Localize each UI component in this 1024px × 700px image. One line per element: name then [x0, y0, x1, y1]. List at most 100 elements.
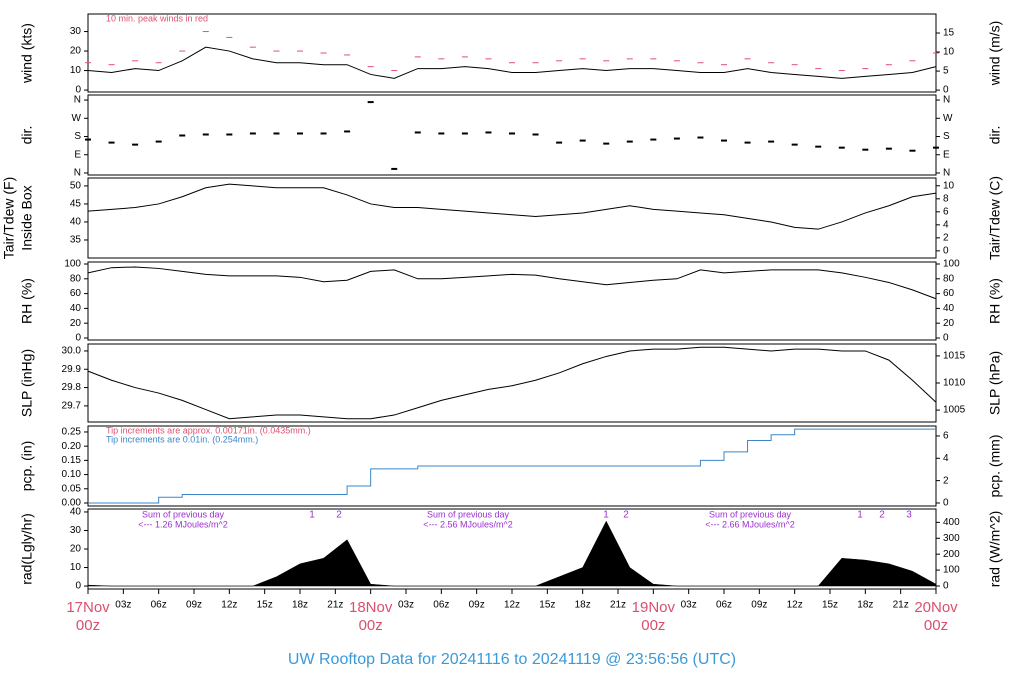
y2-tick-label: 10	[943, 47, 955, 58]
y-axis-label: Inside Box	[19, 185, 35, 250]
step-line	[88, 428, 936, 504]
y2-tick-label: E	[943, 149, 950, 160]
data-line	[87, 266, 937, 300]
panel-frame	[87, 261, 937, 341]
y-tick-label: 60	[70, 288, 82, 299]
y-axis-label: Tair/Tdew (F)	[1, 177, 17, 259]
x-tick-label: 03z	[115, 600, 131, 611]
y2-tick-label: 4	[943, 219, 949, 230]
y2-tick-label: 5	[943, 66, 949, 77]
x-tick-label: 03z	[681, 600, 697, 611]
annotation: Tip increments are 0.01in. (0.254mm.)	[106, 434, 258, 444]
daily-sum-heading: Sum of previous day	[142, 509, 225, 519]
y-tick-label: 40	[70, 507, 82, 518]
x-tick-label: 00z	[359, 617, 383, 634]
y-tick-label: 0.05	[62, 483, 82, 494]
x-tick-date: 17Nov	[66, 599, 110, 616]
marker-label: 2	[879, 510, 885, 521]
x-tick-label: 09z	[751, 600, 767, 611]
y-tick-label: W	[72, 113, 82, 124]
y-tick-label: 0.15	[62, 455, 82, 466]
y2-tick-label: 40	[943, 303, 955, 314]
y2-tick-label: 0	[943, 85, 949, 96]
daily-sum: <--- 2.66 MJoules/m^2	[705, 519, 795, 529]
y-tick-label: 10	[70, 562, 82, 573]
y-tick-label: 40	[70, 303, 82, 314]
marker-label: 1	[857, 510, 863, 521]
y2-tick-label: 8	[943, 193, 949, 204]
y2-tick-label: 2	[943, 232, 949, 243]
y2-tick-label: 1015	[943, 351, 966, 362]
y-tick-label: 100	[64, 259, 81, 270]
marker-label: 2	[336, 510, 342, 521]
x-tick-label: 21z	[893, 600, 909, 611]
y2-tick-label: 100	[943, 565, 960, 576]
y2-tick-label: 1010	[943, 378, 966, 389]
x-tick-label: 00z	[76, 617, 100, 634]
y2-tick-label: 0	[943, 581, 949, 592]
y-tick-label: 40	[70, 217, 82, 228]
panel-frame	[87, 94, 937, 176]
x-tick-date: 19Nov	[632, 599, 676, 616]
x-tick-label: 21z	[327, 600, 343, 611]
y-tick-label: 29.7	[62, 401, 82, 412]
y2-tick-label: 0	[943, 245, 949, 256]
x-tick-label: 12z	[221, 600, 237, 611]
x-tick-label: 15z	[257, 600, 273, 611]
y2-tick-label: 6	[943, 206, 949, 217]
y-tick-label: 0.00	[62, 498, 82, 509]
y-tick-label: 0	[75, 581, 81, 592]
y2-tick-label: 300	[943, 533, 960, 544]
y2-axis-label: Tair/Tdew (C)	[987, 176, 1003, 260]
y-tick-label: 35	[70, 235, 82, 246]
daily-sum: <--- 1.26 MJoules/m^2	[138, 519, 228, 529]
y-tick-label: 20	[70, 318, 82, 329]
y-tick-label: 30	[70, 525, 82, 536]
marker-label: 2	[623, 510, 629, 521]
y2-axis-label: pcp. (mm)	[987, 435, 1003, 498]
x-tick-label: 15z	[822, 600, 838, 611]
y2-tick-label: 20	[943, 318, 955, 329]
y-axis-label: RH (%)	[19, 278, 35, 324]
x-tick-label: 18z	[857, 600, 873, 611]
daily-sum-heading: Sum of previous day	[709, 509, 792, 519]
annotation: Tip increments are approx. 0.00171in. (0…	[106, 425, 311, 435]
x-tick-label: 15z	[539, 600, 555, 611]
y2-tick-label: N	[943, 168, 950, 179]
x-tick-label: 09z	[469, 600, 485, 611]
y2-tick-label: W	[943, 113, 953, 124]
y2-tick-label: 1005	[943, 405, 966, 416]
y-tick-label: 29.9	[62, 364, 82, 375]
x-tick-label: 06z	[151, 600, 167, 611]
y-tick-label: 0.20	[62, 441, 82, 452]
y2-tick-label: 60	[943, 288, 955, 299]
panel-frame	[87, 425, 937, 507]
y-axis-label: pcp. (in)	[19, 441, 35, 492]
y-tick-label: 0.25	[62, 427, 82, 438]
x-tick-label: 00z	[641, 617, 665, 634]
y2-tick-label: 200	[943, 549, 960, 560]
y-tick-label: 80	[70, 273, 82, 284]
y-tick-label: 29.8	[62, 382, 82, 393]
x-tick-label: 06z	[716, 600, 732, 611]
y-axis-label: dir.	[19, 126, 35, 145]
panel-frame	[87, 177, 937, 259]
y-tick-label: 20	[70, 46, 82, 57]
y2-axis-label: SLP (hPa)	[987, 351, 1003, 415]
y-axis-label: SLP (inHg)	[19, 349, 35, 417]
y2-tick-label: N	[943, 95, 950, 106]
x-tick-label: 18z	[292, 600, 308, 611]
marker-label: 3	[906, 510, 912, 521]
y-tick-label: N	[74, 168, 81, 179]
x-tick-label: 21z	[610, 600, 626, 611]
y-axis-label: wind (kts)	[19, 23, 35, 84]
y2-tick-label: 4	[943, 453, 949, 464]
y2-tick-label: 2	[943, 475, 949, 486]
y2-tick-label: 0	[943, 333, 949, 344]
y-tick-label: 0	[75, 85, 81, 96]
x-tick-label: 03z	[398, 600, 414, 611]
y2-tick-label: 0	[943, 498, 949, 509]
data-line	[87, 183, 937, 230]
